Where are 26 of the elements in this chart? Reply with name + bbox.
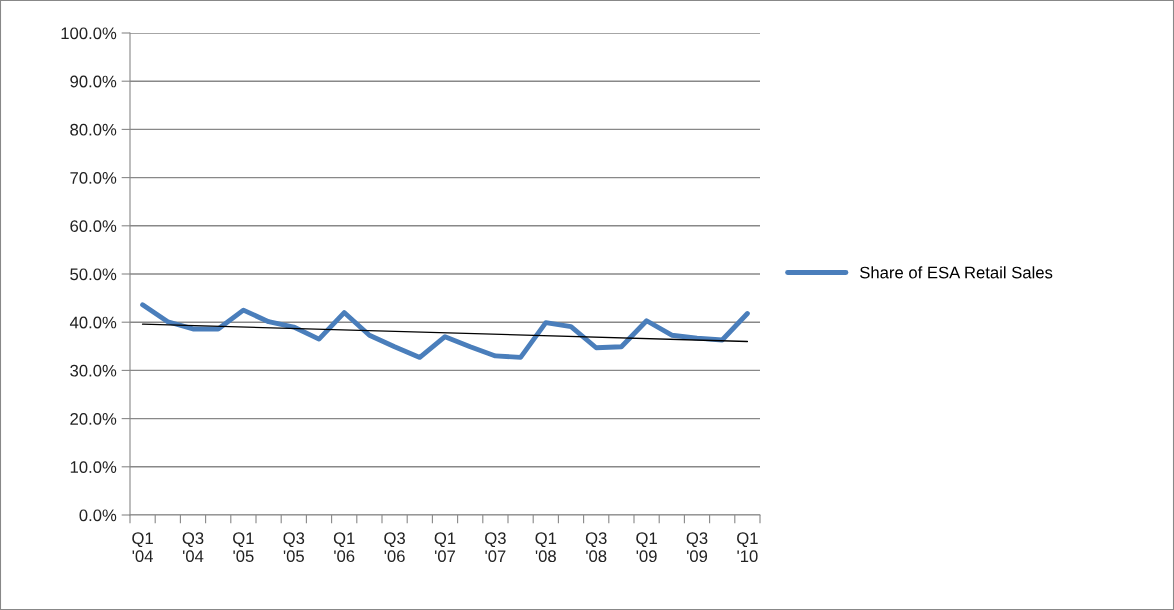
y-tick-label: 30.0% <box>70 364 117 377</box>
y-tick-label: 50.0% <box>70 268 117 281</box>
x-tick-label: Q1 '08 <box>535 532 557 563</box>
x-tick-label: Q3 '04 <box>182 532 204 563</box>
y-tick-label: 20.0% <box>70 413 117 425</box>
x-tick-label: Q1 '09 <box>636 532 657 563</box>
y-tick-label: 80.0% <box>70 123 117 136</box>
legend-label: Share of ESA Retail Sales <box>860 266 1053 279</box>
x-tick-label: Q1 '06 <box>333 532 355 563</box>
y-tick-label: 100.0% <box>61 27 117 40</box>
x-tick-label: Q1 '07 <box>434 532 456 563</box>
y-tick-label: 10.0% <box>70 461 117 473</box>
x-tick-label: Q3 '09 <box>686 532 708 563</box>
x-tick-label: Q1 '05 <box>233 532 254 563</box>
line-series <box>140 302 750 360</box>
y-tick-label: 0.0% <box>79 509 117 522</box>
y-tick-label: 60.0% <box>70 220 117 232</box>
x-tick-label: Q3 '06 <box>384 532 405 563</box>
y-tick-label: 90.0% <box>70 75 117 88</box>
x-tick-label: Q1 '10 <box>737 532 758 563</box>
x-tick-label: Q1 '04 <box>132 532 153 563</box>
y-tick-label: 40.0% <box>69 316 117 329</box>
y-tick-label: 70.0% <box>70 172 117 184</box>
x-tick-label: Q3 '05 <box>283 532 305 563</box>
x-tick-label: Q3 '07 <box>485 532 506 563</box>
x-tick-label: Q3 '08 <box>585 532 607 563</box>
